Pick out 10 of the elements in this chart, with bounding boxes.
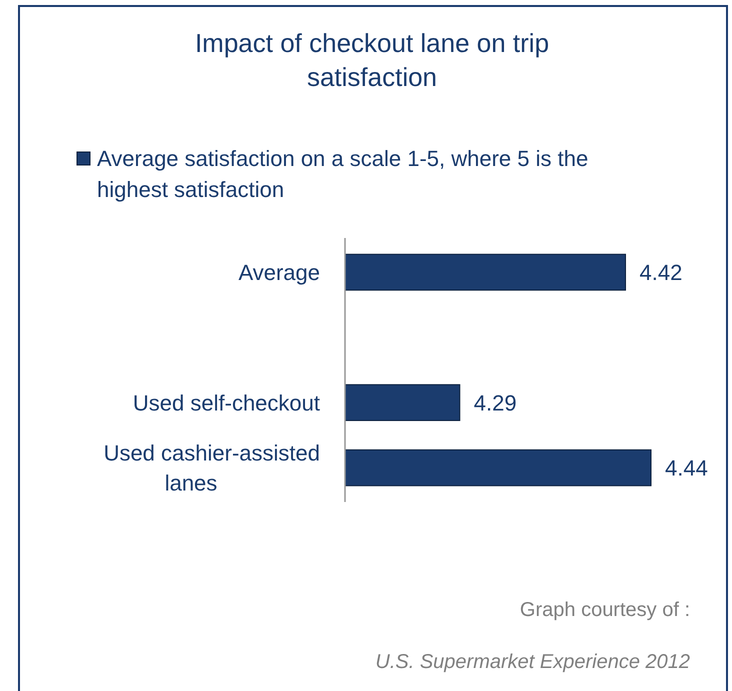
y-tick-label: Used self-checkout: [132, 390, 320, 416]
y-tick-label: Used cashier-assisted lanes: [104, 440, 320, 496]
chart-title: Impact of checkout lane on trip satisfaction: [194, 28, 550, 92]
legend-label: Average satisfaction on a scale 1-5, where 5 is the highest satisfaction: [97, 146, 588, 202]
y-tick-label: Average: [238, 260, 320, 285]
data-label: 4.42: [640, 260, 682, 285]
text: Graph courtesy of :: [520, 599, 690, 621]
data-label: 4.29: [474, 390, 517, 416]
text: U.S. Supermarket Experience 2012: [375, 651, 690, 673]
data-label: 4.44: [665, 455, 708, 480]
